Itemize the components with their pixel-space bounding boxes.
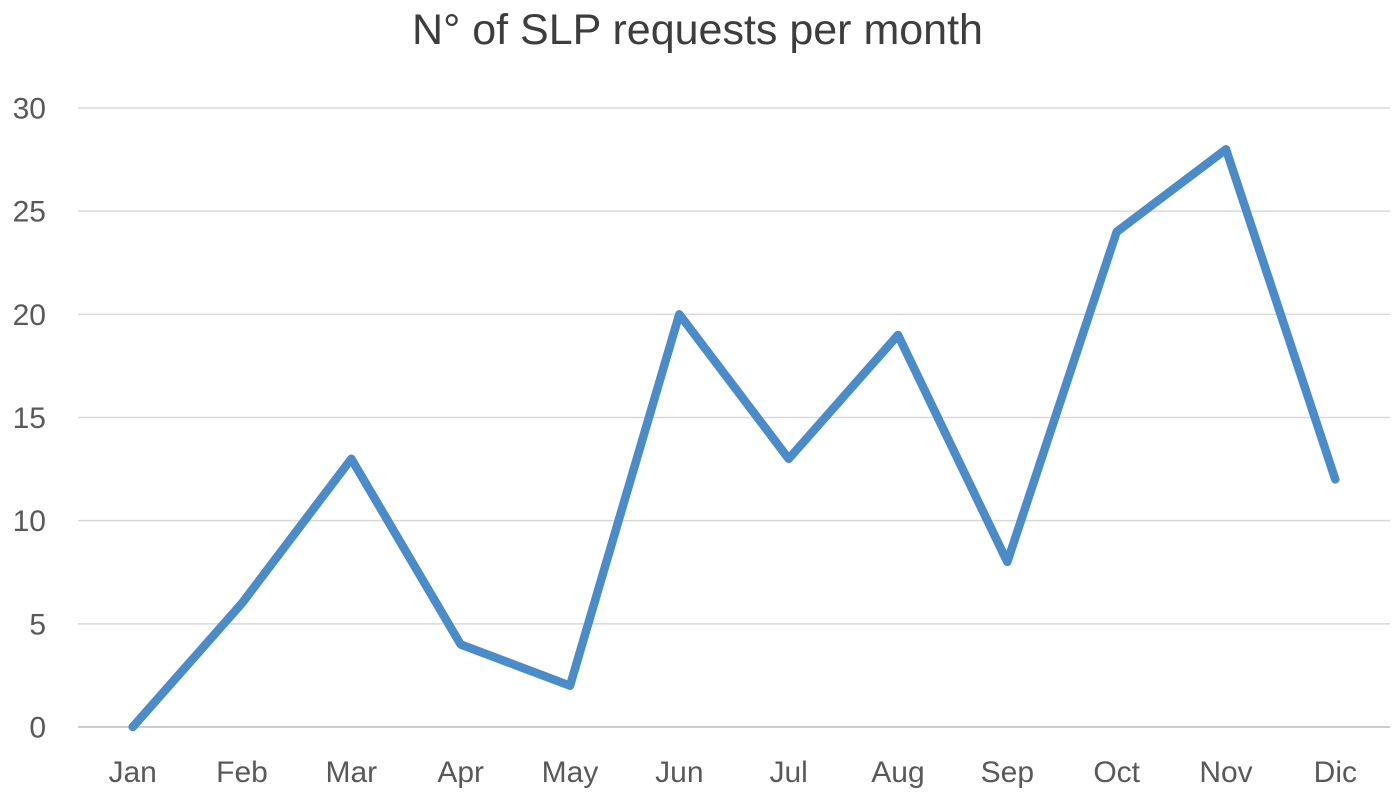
x-tick-label: Sep (981, 756, 1034, 789)
x-tick-label: Apr (437, 756, 484, 789)
x-axis-tick-labels: Jan Feb Mar Apr May Jun Jul Aug Sep Oct Nov Dic (108, 756, 1357, 789)
chart-title: N° of SLP requests per month (412, 6, 983, 54)
y-tick-label: 0 (29, 712, 46, 745)
y-tick-label: 15 (13, 402, 46, 435)
x-tick-label: May (542, 756, 599, 789)
y-tick-label: 20 (13, 299, 46, 332)
x-tick-label: Oct (1093, 756, 1140, 789)
x-tick-label: Dic (1314, 756, 1357, 789)
data-series-line (128, 145, 1340, 732)
y-tick-label: 10 (13, 505, 46, 538)
x-tick-label: Mar (325, 756, 377, 789)
y-tick-label: 30 (13, 93, 46, 126)
x-tick-label: Jan (108, 756, 156, 789)
x-tick-label: Nov (1199, 756, 1252, 789)
x-tick-label: Feb (216, 756, 268, 789)
y-axis-tick-labels: 0 5 10 15 20 25 30 (13, 93, 46, 745)
x-tick-label: Jun (655, 756, 703, 789)
gridlines-group (78, 107, 1390, 728)
y-tick-label: 25 (13, 196, 46, 229)
y-tick-label: 5 (29, 608, 46, 641)
x-tick-label: Aug (871, 756, 924, 789)
x-tick-label: Jul (769, 756, 807, 789)
